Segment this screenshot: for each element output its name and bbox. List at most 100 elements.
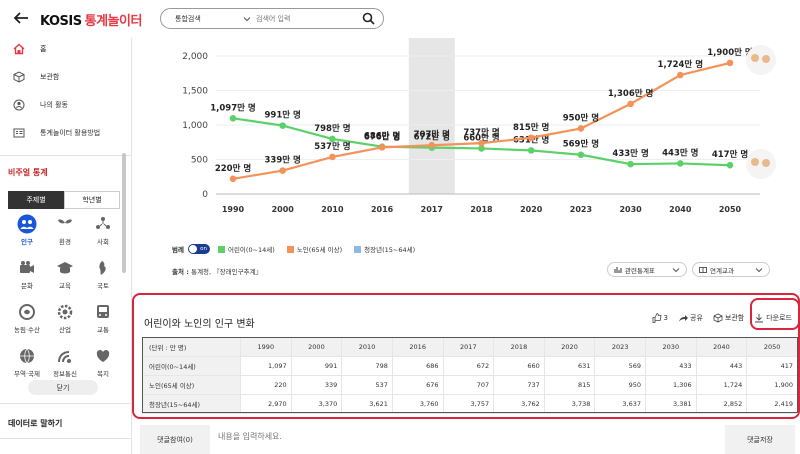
table-cell: 631 — [543, 356, 596, 376]
table-cell: 3,621 — [341, 394, 393, 414]
data-table-panel: 어린이와 노인의 인구 변화 3 공유 보관함 다운로드 (단위 : 만 명) … — [132, 293, 800, 419]
legend-title: 범례 — [172, 246, 184, 254]
topic-label: 환경 — [59, 238, 71, 246]
share-button[interactable]: 공유 — [678, 313, 703, 323]
column-header: 2040 — [695, 337, 748, 357]
land-icon — [99, 261, 106, 275]
panel-title: 어린이와 노인의 인구 변화 — [144, 319, 255, 330]
column-header: 2000 — [290, 337, 343, 357]
sidebar-divider — [0, 403, 132, 404]
topic-transport[interactable]: 교통 — [86, 302, 120, 342]
search-scope-select[interactable]: 통합검색 — [175, 14, 201, 23]
avatar-face — [762, 159, 770, 167]
column-header: 2017 — [442, 337, 495, 357]
sidebar-item-activity[interactable]: 나의 활동 — [0, 94, 132, 116]
y-tick-label: 1,500 — [182, 87, 208, 97]
back-arrow-icon[interactable] — [12, 9, 30, 27]
related-tables-dropdown[interactable]: 관련통계표 — [607, 262, 687, 277]
column-header: 2020 — [543, 337, 596, 357]
column-header: 2016 — [391, 337, 444, 357]
topic-welfare[interactable]: 복지 — [86, 346, 120, 386]
topic-environment[interactable]: 환경 — [48, 214, 82, 254]
chevron-down-icon[interactable] — [243, 15, 251, 23]
app-logo[interactable]: KOSIS 통계놀이터 — [40, 10, 142, 29]
linked-subject-dropdown[interactable]: 연계교과 — [692, 262, 770, 277]
logo-sub: 통계놀이터 — [84, 14, 143, 29]
data-point — [527, 134, 535, 142]
comment-input[interactable] — [218, 429, 698, 443]
comment-save-button[interactable]: 댓글저장 — [725, 425, 795, 454]
like-count: 3 — [663, 314, 669, 322]
topic-label: 산업 — [59, 326, 71, 334]
row-header: 어린이(0~14세) — [142, 356, 241, 376]
legend-item-adults[interactable]: 청장년(15~64세) — [364, 246, 416, 254]
column-header: 2050 — [746, 337, 798, 357]
table-cell: 537 — [341, 375, 393, 395]
guide-icon — [13, 128, 25, 138]
topic-population[interactable]: 인구 — [10, 214, 44, 254]
table-cell: 707 — [442, 375, 495, 395]
data-label: 417만 명 — [712, 149, 748, 160]
topic-label: 국토 — [97, 282, 109, 290]
save-button[interactable]: 보관함 — [713, 313, 744, 323]
comment-join-button[interactable]: 댓글참여(0) — [140, 425, 210, 454]
topic-label: 정보통신 — [53, 370, 77, 378]
topic-industry[interactable]: 산업 — [48, 302, 82, 342]
close-topics-button[interactable]: 닫기 — [28, 380, 98, 395]
legend-item-children[interactable]: 어린이(0~14세) — [227, 246, 275, 254]
dropdown-label: 관련통계표 — [625, 266, 655, 275]
topic-trade[interactable]: 무역·국제 — [10, 346, 44, 386]
table-row: 청장년(15~64세) 2,970 3,370 3,621 3,760 3,757 3,76… — [142, 394, 798, 414]
sidebar: 홈 보관함 나의 활동 통계놀이터 활용방법 비주얼 통계 주제별 학년별 인구… — [0, 38, 132, 454]
table-cell: 339 — [290, 375, 343, 395]
topic-society[interactable]: 사회 — [86, 214, 120, 254]
table-cell: 798 — [341, 356, 393, 376]
y-tick-label: 500 — [191, 156, 208, 166]
topic-agriculture[interactable]: 농림·수산 — [10, 302, 44, 342]
culture-icon — [20, 261, 34, 273]
topic-culture[interactable]: 문화 — [10, 258, 44, 298]
topic-land[interactable]: 국토 — [86, 258, 120, 298]
logo-main: KOSIS — [40, 14, 82, 29]
sidebar-scrollbar[interactable] — [122, 153, 126, 273]
data-point — [726, 59, 734, 67]
topic-education[interactable]: 교육 — [48, 258, 82, 298]
data-label: 737만 명 — [463, 127, 499, 138]
legend-item-elderly[interactable]: 노인(65세 이상) — [296, 246, 343, 254]
sidebar-item-home[interactable]: 홈 — [0, 38, 132, 60]
tab-by-grade[interactable]: 학년별 — [64, 191, 120, 209]
topic-label: 문화 — [21, 282, 33, 290]
legend-swatch-elderly — [286, 245, 294, 253]
sidebar-item-storage[interactable]: 보관함 — [0, 66, 132, 88]
search-icon[interactable] — [362, 12, 375, 25]
data-point — [329, 135, 336, 143]
table-cell: 3,637 — [594, 394, 646, 414]
legend-swatch-adults — [354, 245, 362, 253]
table-cell: 3,760 — [391, 394, 444, 414]
y-tick-label: 0 — [202, 190, 208, 200]
table-cell: 2,852 — [695, 394, 748, 414]
data-point — [627, 160, 634, 168]
data-point — [478, 139, 485, 147]
table-cell: 569 — [594, 356, 646, 376]
share-icon — [679, 315, 689, 322]
x-tick-label: 2000 — [272, 205, 295, 214]
search-input[interactable] — [256, 14, 356, 23]
activity-icon — [13, 99, 25, 111]
topic-ict[interactable]: 정보통신 — [48, 346, 82, 386]
row-header: 노인(65세 이상) — [142, 375, 241, 395]
legend-toggle[interactable]: on — [187, 244, 210, 254]
sidebar-item-guide[interactable]: 통계놀이터 활용방법 — [0, 122, 132, 144]
data-point — [627, 100, 634, 108]
panel-actions: 3 공유 보관함 다운로드 — [642, 313, 792, 323]
tab-by-topic[interactable]: 주제별 — [8, 191, 64, 209]
avatar-face — [762, 55, 770, 63]
table-cell: 417 — [746, 356, 798, 376]
globe-icon — [20, 348, 34, 364]
table-cell: 1,724 — [695, 375, 748, 395]
data-talk-title[interactable]: 데이터로 말하기 — [8, 419, 63, 428]
table-row: 노인(65세 이상) 220 339 537 676 707 737 815 950 1,306 1… — [142, 375, 798, 395]
like-button[interactable]: 3 — [652, 313, 668, 323]
x-tick-label: 2040 — [669, 205, 692, 214]
topic-label: 교통 — [97, 326, 109, 334]
